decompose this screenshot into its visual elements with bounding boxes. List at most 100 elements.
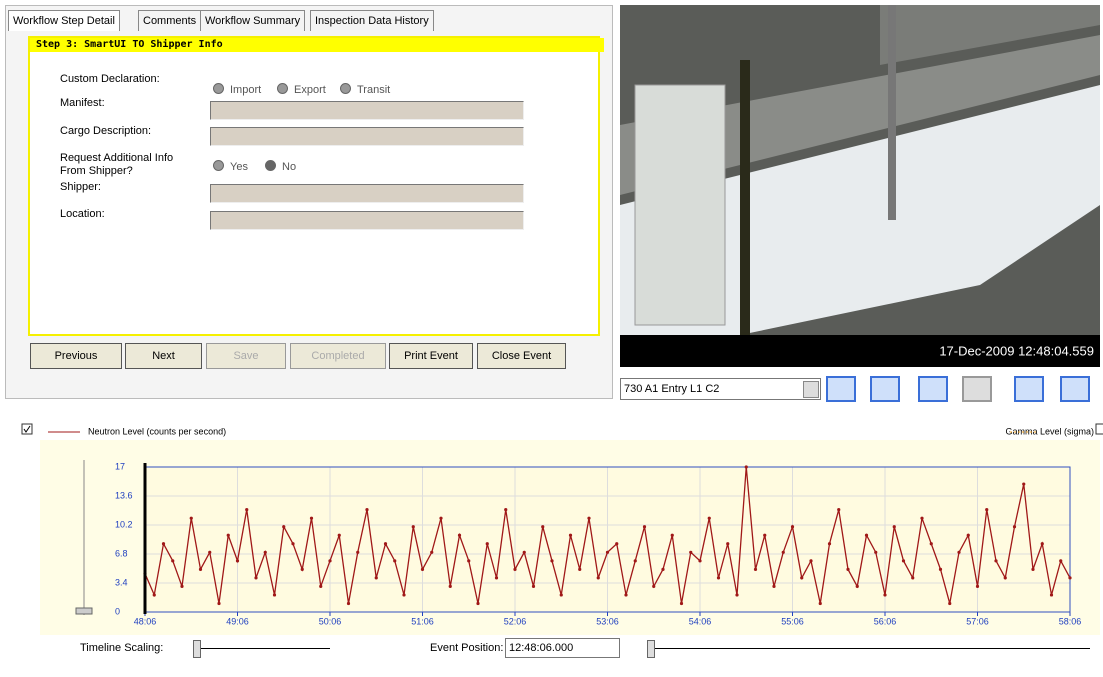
button[interactable]: Close Event [477, 343, 566, 369]
tab[interactable]: Workflow Step Detail [8, 10, 120, 31]
x-tick-label: 52:06 [504, 616, 527, 626]
tab[interactable]: Inspection Data History [310, 10, 434, 31]
data-point [421, 568, 424, 571]
data-point [162, 542, 165, 545]
data-point [920, 517, 923, 520]
slider-track[interactable] [195, 648, 330, 649]
radio[interactable]: Import [213, 83, 261, 96]
radio-label: Export [294, 84, 326, 96]
data-point [227, 534, 230, 537]
data-point [254, 576, 257, 579]
slider-thumb[interactable] [193, 640, 201, 658]
data-point [763, 534, 766, 537]
data-point [893, 525, 896, 528]
control-label: Event Position: [430, 642, 503, 654]
media-button[interactable] [1060, 376, 1090, 402]
media-button[interactable] [962, 376, 992, 402]
field-label: Location: [60, 208, 200, 221]
x-tick-label: 50:06 [319, 616, 342, 626]
button[interactable]: Print Event [389, 343, 473, 369]
y-tick-label: 13.6 [115, 490, 133, 500]
field-label: Cargo Description: [60, 125, 200, 138]
data-point [1050, 593, 1053, 596]
data-point [513, 568, 516, 571]
data-point [310, 517, 313, 520]
data-point [550, 559, 553, 562]
data-point [486, 542, 489, 545]
data-point [236, 559, 239, 562]
data-point [680, 602, 683, 605]
media-button[interactable] [826, 376, 856, 402]
data-point [282, 525, 285, 528]
data-point [819, 602, 822, 605]
radio-label: Transit [357, 84, 390, 96]
data-point [523, 551, 526, 554]
data-point [671, 534, 674, 537]
data-point [393, 559, 396, 562]
location-field[interactable] [210, 211, 524, 230]
data-point [541, 525, 544, 528]
radio-label: Yes [230, 161, 248, 173]
data-point [708, 517, 711, 520]
data-point [985, 508, 988, 511]
button[interactable]: Save [206, 343, 286, 369]
data-point [356, 551, 359, 554]
data-point [384, 542, 387, 545]
media-button[interactable] [870, 376, 900, 402]
x-tick-label: 57:06 [966, 616, 989, 626]
data-point [1059, 559, 1062, 562]
slider-track[interactable] [650, 648, 1090, 649]
button[interactable]: Next [125, 343, 202, 369]
shipper-select[interactable] [210, 184, 524, 203]
radio[interactable]: Yes [213, 160, 248, 173]
data-point [217, 602, 220, 605]
data-point [439, 517, 442, 520]
button[interactable]: Completed [290, 343, 386, 369]
cargo-field[interactable] [210, 127, 524, 146]
data-point [615, 542, 618, 545]
data-point [717, 576, 720, 579]
manifest-field[interactable] [210, 101, 524, 120]
y-tick-label: 17 [115, 461, 125, 471]
data-point [402, 593, 405, 596]
data-point [745, 465, 748, 468]
radio[interactable]: Export [277, 83, 326, 96]
camera-select[interactable]: 730 A1 Entry L1 C2 [620, 378, 821, 400]
event-time-input[interactable]: 12:48:06.000 [505, 638, 620, 658]
video-timestamp: 17-Dec-2009 12:48:04.559 [939, 343, 1094, 358]
data-point [560, 593, 563, 596]
x-tick-label: 49:06 [226, 616, 249, 626]
data-point [828, 542, 831, 545]
tab[interactable]: Workflow Summary [200, 10, 305, 31]
data-point [782, 551, 785, 554]
data-point [190, 517, 193, 520]
data-point [597, 576, 600, 579]
legend-label: Gamma Level (sigma) [1005, 426, 1094, 436]
tab[interactable]: Comments [138, 10, 201, 31]
data-point [948, 602, 951, 605]
button[interactable]: Previous [30, 343, 122, 369]
data-point [458, 534, 461, 537]
data-point [365, 508, 368, 511]
radio[interactable]: Transit [340, 83, 390, 96]
x-tick-label: 48:06 [134, 616, 157, 626]
camera-label: 730 A1 Entry L1 C2 [624, 383, 719, 395]
data-point [412, 525, 415, 528]
data-point [319, 585, 322, 588]
data-point [698, 559, 701, 562]
screen: Workflow Step Detail Comments Workflow S… [0, 0, 1103, 677]
data-point [883, 593, 886, 596]
data-point [301, 568, 304, 571]
media-button[interactable] [918, 376, 948, 402]
field-label: Shipper: [60, 181, 200, 194]
data-point [939, 568, 942, 571]
media-button[interactable] [1014, 376, 1044, 402]
data-point [967, 534, 970, 537]
data-point [449, 585, 452, 588]
data-point [846, 568, 849, 571]
radio[interactable]: No [265, 160, 296, 173]
slider-thumb[interactable] [647, 640, 655, 658]
x-tick-label: 58:06 [1059, 616, 1082, 626]
data-point [772, 585, 775, 588]
data-point [643, 525, 646, 528]
